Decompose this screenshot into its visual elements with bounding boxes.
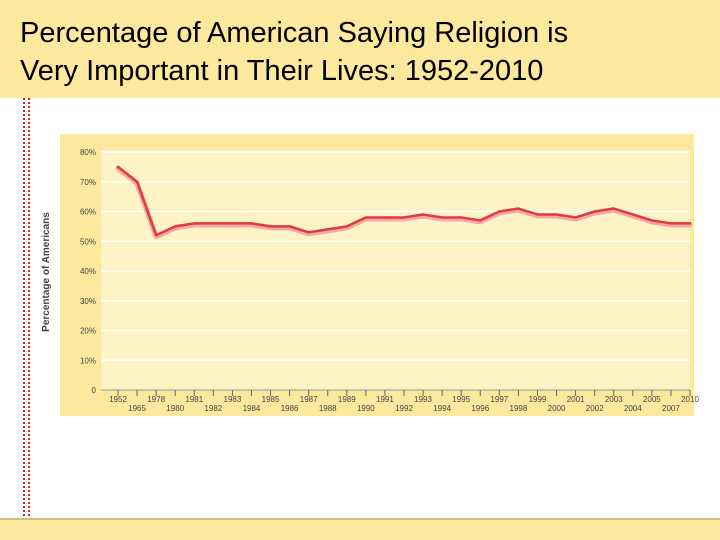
data-point (688, 222, 692, 225)
y-tick-label: 70% (80, 178, 96, 187)
x-tick-label: 2005 (643, 395, 661, 404)
y-tick-label: 80% (80, 148, 96, 157)
data-point (421, 213, 425, 216)
x-tick-label: 1992 (395, 404, 413, 413)
religion-importance-line-chart: 80%70%60%50%40%30%20%10%0 19521965197819… (41, 134, 699, 416)
data-point (345, 225, 348, 228)
data-point (154, 234, 158, 237)
x-tick-label: 1991 (376, 395, 394, 404)
data-point (402, 216, 406, 219)
data-point (383, 216, 387, 219)
x-tick-label: 2002 (586, 404, 604, 413)
x-tick-label: 2004 (624, 404, 642, 413)
x-tick-label: 1996 (471, 404, 489, 413)
data-point (479, 219, 482, 222)
y-tick-label: 50% (80, 237, 96, 246)
x-tick-label: 1993 (414, 395, 432, 404)
slide-title: Percentage of American Saying Religion i… (20, 14, 710, 90)
data-point (116, 165, 120, 169)
y-axis-ticks: 80% 70% 60% 50% 40% 30% 20% 10% 0 (80, 148, 97, 395)
data-point (174, 225, 177, 228)
y-tick-label: 20% (80, 327, 96, 336)
left-dotted-rail-inner (28, 98, 30, 540)
y-tick-label: 60% (80, 208, 96, 217)
x-tick-label: 1982 (204, 404, 222, 413)
series-line-shadow (115, 165, 693, 240)
x-tick-label: 1985 (262, 395, 280, 404)
x-tick-label: 1990 (357, 404, 375, 413)
data-point (269, 225, 272, 228)
x-tick-label: 2001 (567, 395, 585, 404)
data-point (250, 222, 253, 225)
data-point (307, 231, 310, 234)
data-point (536, 213, 539, 216)
data-point (231, 222, 234, 225)
x-tick-label: 1984 (243, 404, 261, 413)
x-tick-label: 1998 (510, 404, 528, 413)
x-tick-label: 1995 (452, 395, 470, 404)
data-point (555, 213, 558, 216)
data-point (440, 216, 444, 219)
left-dotted-rail (23, 98, 25, 540)
x-tick-label: 1999 (529, 395, 547, 404)
y-axis-title: Percentage of Americans (41, 212, 52, 332)
data-point (193, 222, 196, 225)
x-tick-label: 1981 (185, 395, 203, 404)
x-tick-label: 1986 (281, 404, 299, 413)
x-tick-label: 1978 (147, 395, 165, 404)
x-tick-label: 1952 (109, 395, 127, 404)
data-point (288, 225, 291, 228)
y-tick-label: 0 (92, 386, 97, 395)
data-point (364, 216, 368, 219)
slide-title-line1: Percentage of American Saying Religion i… (20, 17, 569, 49)
data-point (631, 213, 634, 216)
x-tick-label: 1997 (490, 395, 508, 404)
bottom-band (0, 518, 720, 540)
slide-title-line2: Very Important in Their Lives: 1952-2010 (20, 55, 544, 87)
data-point (669, 222, 673, 225)
plot-area (101, 150, 690, 390)
data-point (212, 222, 215, 225)
title-band (0, 0, 720, 98)
x-tick-label: 1988 (319, 404, 337, 413)
y-tick-label: 10% (80, 356, 96, 365)
x-axis-ticks: 1952196519781980198119821983198419851986… (109, 390, 699, 413)
data-point (460, 216, 463, 219)
x-tick-label: 1994 (433, 404, 451, 413)
x-tick-label: 1987 (300, 395, 318, 404)
x-tick-label: 1965 (128, 404, 146, 413)
data-point (612, 207, 615, 210)
y-tick-label: 40% (80, 267, 96, 276)
x-tick-label: 2010 (681, 395, 699, 404)
series (115, 165, 693, 240)
data-point (135, 180, 139, 183)
data-point (326, 228, 329, 231)
gridlines (101, 151, 690, 391)
y-tick-label: 30% (80, 297, 96, 306)
data-point (650, 219, 654, 222)
data-point (498, 210, 501, 213)
x-tick-label: 2000 (548, 404, 566, 413)
x-tick-label: 1989 (338, 395, 356, 404)
x-tick-label: 1980 (166, 404, 184, 413)
x-tick-label: 2007 (662, 404, 680, 413)
x-tick-label: 2003 (605, 395, 623, 404)
data-point (593, 210, 596, 213)
x-tick-label: 1983 (224, 395, 242, 404)
data-point (517, 207, 520, 210)
data-point (574, 216, 577, 219)
